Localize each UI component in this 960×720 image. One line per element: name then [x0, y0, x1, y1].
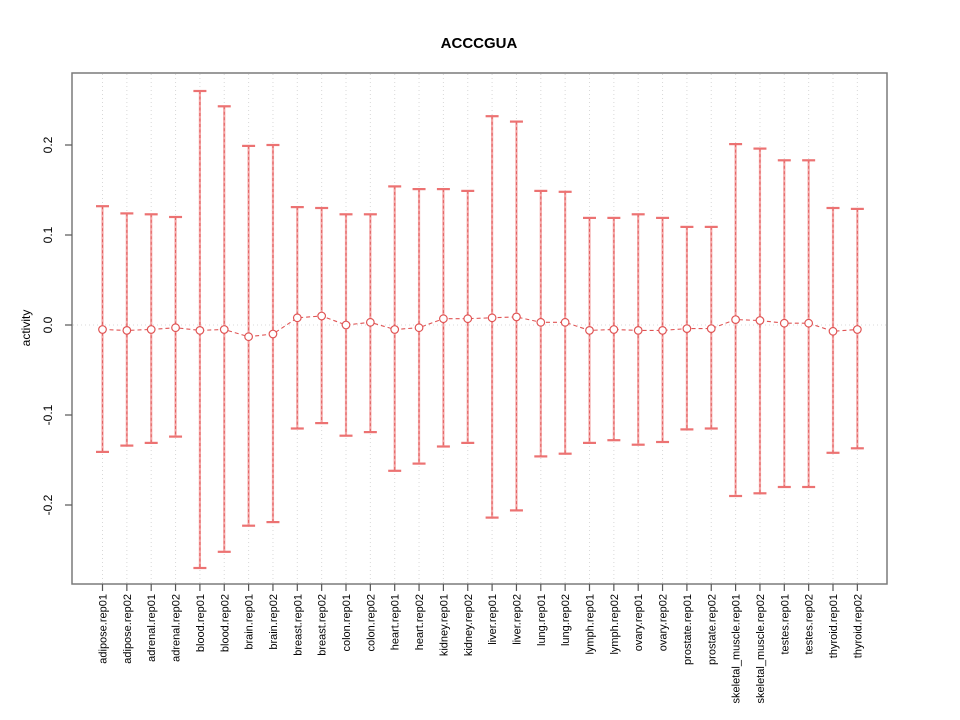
mean-point: [390, 325, 400, 334]
x-tick-label: thyroid.rep02: [852, 594, 864, 658]
x-tick-label: skeletal_muscle.rep02: [755, 594, 767, 703]
mean-point: [171, 323, 180, 333]
mean-point: [439, 314, 448, 324]
mean-connector: [102, 315, 858, 338]
x-tick-label: blood.rep01: [195, 594, 207, 652]
mean-point: [828, 326, 838, 336]
mean-point: [268, 329, 278, 339]
plot-area: -0.2 -0.1 0.0 0.1 0.2 adipose.rep01 adipose.re…: [41, 72, 888, 703]
x-tick-label: testes.rep01: [779, 594, 791, 655]
mean-point: [755, 316, 765, 325]
x-tick-label: prostate.rep02: [706, 594, 718, 665]
x-tick-label: blood.rep02: [219, 594, 231, 652]
mean-point: [463, 314, 473, 324]
x-tick-label: heart.rep02: [414, 594, 426, 650]
y-tick-label: 0.1: [41, 226, 55, 243]
mean-point: [779, 318, 789, 328]
mean-point: [219, 325, 229, 334]
chart-title: ACCCGUA: [441, 35, 518, 52]
y-tick-label: -0.1: [41, 404, 55, 425]
mean-point: [658, 326, 667, 335]
x-tick-label: brain.rep01: [244, 594, 256, 650]
mean-point: [317, 311, 327, 321]
mean-point: [731, 315, 740, 325]
mean-point: [146, 325, 156, 334]
mean-point: [609, 325, 619, 334]
mean-point: [365, 317, 375, 327]
y-tick-label: 0.0: [41, 316, 55, 333]
x-tick-label: kidney.rep01: [438, 594, 450, 656]
mean-point: [98, 325, 107, 334]
y-axis-label: activity: [19, 310, 33, 347]
x-tick-label: colon.rep02: [365, 594, 377, 652]
x-tick-label: adrenal.rep01: [146, 594, 158, 662]
mean-point: [487, 313, 497, 323]
x-tick-label: testes.rep02: [804, 594, 816, 655]
y-tick-label: -0.2: [41, 494, 55, 515]
mean-point: [195, 326, 205, 335]
x-tick-label: lung.rep02: [560, 594, 572, 646]
mean-point: [682, 324, 692, 334]
mean-point: [536, 317, 546, 327]
x-tick-label: adrenal.rep02: [171, 594, 183, 662]
x-tick-label: lung.rep01: [536, 594, 548, 646]
x-tick-label: adipose.rep01: [98, 594, 110, 664]
x-tick-label: kidney.rep02: [463, 594, 475, 656]
mean-point: [512, 312, 521, 322]
x-tick-label: skeletal_muscle.rep01: [731, 594, 743, 703]
plot-box: [71, 72, 888, 585]
x-tick-label: breast.rep01: [292, 594, 304, 656]
x-tick-label: prostate.rep01: [682, 594, 694, 665]
mean-point: [341, 320, 351, 330]
x-tick-label: adipose.rep02: [122, 594, 134, 664]
y-tick-label: 0.2: [41, 136, 55, 153]
mean-point: [414, 323, 424, 333]
x-tick-label: breast.rep02: [317, 594, 329, 656]
mean-point: [706, 324, 716, 334]
x-tick-label: heart.rep01: [390, 594, 402, 650]
mean-point: [852, 325, 862, 334]
x-tick-label: ovary.rep02: [658, 594, 670, 651]
x-tick-label: colon.rep01: [341, 594, 353, 652]
mean-point: [633, 326, 643, 335]
mean-point: [560, 317, 570, 327]
x-tick-label: liver.rep01: [487, 594, 499, 645]
x-tick-label: brain.rep02: [268, 594, 280, 650]
mean-point: [804, 318, 814, 328]
mean-point: [122, 326, 132, 335]
mean-point: [244, 332, 254, 342]
x-tick-label: lymph.rep02: [609, 594, 621, 655]
x-tick-label: lymph.rep01: [585, 594, 597, 655]
x-tick-label: ovary.rep01: [633, 594, 645, 651]
x-tick-label: liver.rep02: [511, 594, 523, 645]
x-tick-label: thyroid.rep01: [828, 594, 840, 658]
mean-point: [292, 313, 302, 323]
mean-point: [585, 326, 594, 335]
